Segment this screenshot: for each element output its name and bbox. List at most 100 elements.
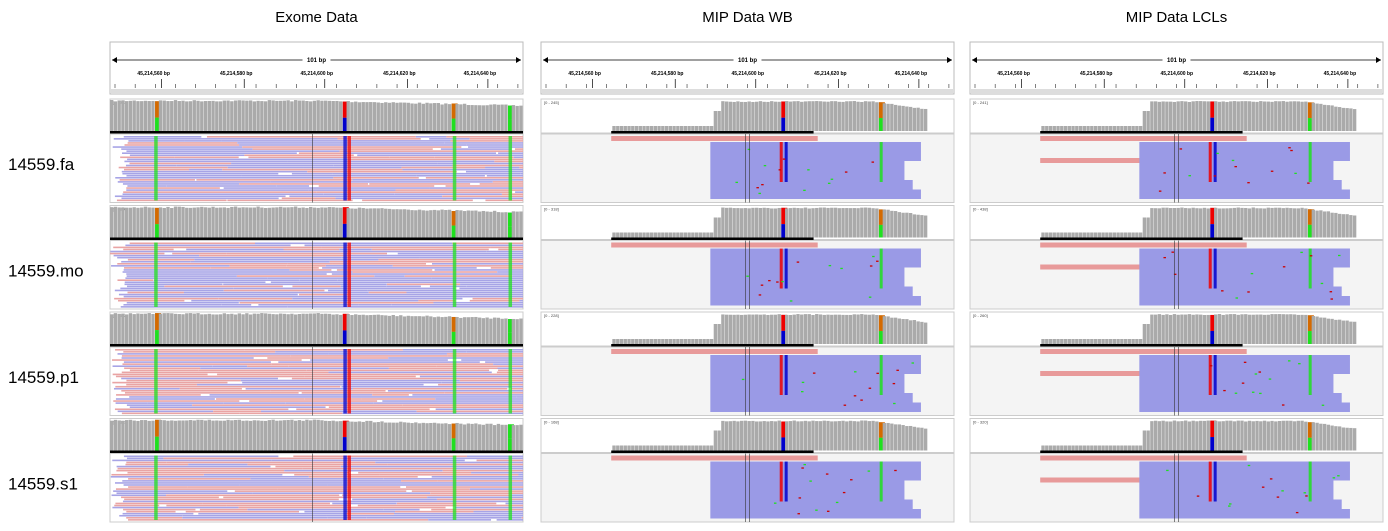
coverage-bar bbox=[619, 232, 624, 238]
coverage-bar bbox=[185, 313, 189, 344]
read bbox=[327, 484, 523, 486]
coverage-bar bbox=[905, 319, 909, 344]
mismatch bbox=[741, 378, 745, 381]
coverage-bar bbox=[1127, 339, 1132, 344]
read bbox=[276, 185, 310, 187]
read bbox=[112, 359, 302, 361]
coverage-bar bbox=[837, 208, 841, 238]
coverage-bar bbox=[200, 419, 204, 451]
coverage-bar bbox=[811, 101, 815, 131]
read bbox=[345, 152, 497, 154]
coverage-bar bbox=[1274, 101, 1278, 131]
coverage-bar bbox=[267, 100, 272, 131]
read bbox=[477, 377, 523, 380]
coverage-bar bbox=[361, 314, 365, 344]
read bbox=[416, 410, 523, 413]
coverage-bar bbox=[638, 445, 642, 451]
panel-title: MIP Data LCLs bbox=[1126, 9, 1227, 26]
coverage-bar bbox=[376, 208, 380, 238]
coverage-bar bbox=[500, 424, 504, 451]
coverage-bar bbox=[196, 100, 200, 131]
coverage-bar bbox=[1330, 105, 1334, 131]
variant-column bbox=[154, 455, 158, 520]
coverage-bar bbox=[1292, 208, 1297, 238]
coverage-bar bbox=[908, 425, 913, 451]
pink-read bbox=[611, 349, 818, 354]
coverage-bar bbox=[361, 421, 365, 451]
coverage-bar bbox=[440, 423, 444, 451]
coverage-bar bbox=[1285, 101, 1289, 131]
coverage-bar bbox=[912, 426, 917, 451]
coverage-bar bbox=[721, 207, 725, 238]
coverage-bar bbox=[882, 422, 887, 451]
coverage-bar bbox=[616, 445, 620, 451]
read bbox=[440, 148, 512, 150]
coverage-bar bbox=[785, 314, 789, 344]
coverage-bar bbox=[293, 100, 298, 131]
pink-read bbox=[1040, 242, 1247, 248]
coverage-bar bbox=[1071, 445, 1075, 451]
read bbox=[115, 375, 305, 378]
variant-column bbox=[1213, 142, 1217, 182]
coverage-bar bbox=[387, 102, 392, 131]
variant-bottom bbox=[1307, 331, 1314, 344]
read bbox=[415, 136, 447, 138]
coverage-bar bbox=[1315, 316, 1319, 344]
read bbox=[122, 512, 194, 515]
mismatch bbox=[826, 510, 830, 512]
sample-track: [0 - 260] bbox=[969, 311, 1384, 416]
coverage-bar bbox=[384, 102, 388, 131]
coverage-bar bbox=[399, 209, 403, 238]
coverage-bar bbox=[339, 421, 343, 451]
mismatch bbox=[815, 509, 818, 511]
coverage-bar bbox=[1270, 420, 1274, 451]
coverage-bar bbox=[406, 422, 410, 451]
coverage-bar bbox=[188, 101, 193, 131]
coverage-bar bbox=[1225, 314, 1229, 344]
read bbox=[411, 490, 523, 492]
variant-column bbox=[779, 142, 783, 182]
coverage-bar bbox=[301, 313, 305, 344]
variant-column bbox=[508, 349, 513, 414]
coverage-bar bbox=[796, 421, 800, 451]
coverage-bar bbox=[399, 102, 403, 131]
coverage-bar bbox=[1082, 445, 1086, 451]
coverage-bar bbox=[166, 206, 170, 238]
coverage-bar bbox=[860, 420, 864, 451]
coverage-bar bbox=[125, 420, 129, 451]
coverage-bar bbox=[173, 100, 178, 131]
coverage-bar bbox=[282, 207, 287, 238]
coverage-bar bbox=[256, 100, 260, 131]
coverage-bar bbox=[732, 208, 736, 238]
coverage-bar bbox=[346, 314, 350, 344]
coverage-bar bbox=[1199, 208, 1203, 238]
mismatch bbox=[778, 169, 782, 171]
coverage-bar bbox=[1180, 314, 1184, 344]
variant-column bbox=[1208, 461, 1212, 502]
coverage-bar bbox=[1330, 212, 1334, 238]
coverage-bar bbox=[369, 102, 373, 131]
coverage-bar bbox=[1157, 208, 1162, 238]
coverage-bar bbox=[863, 207, 868, 238]
coverage-bar bbox=[830, 207, 834, 238]
read bbox=[438, 383, 523, 386]
coverage-bar bbox=[728, 314, 733, 344]
read bbox=[372, 392, 445, 394]
read bbox=[153, 279, 300, 281]
coverage-bar bbox=[1217, 208, 1222, 238]
coverage-bar bbox=[237, 207, 242, 238]
coverage-bar bbox=[1300, 207, 1304, 238]
read bbox=[340, 285, 387, 288]
coverage-bar bbox=[496, 317, 501, 344]
coverage-bar bbox=[751, 207, 755, 238]
coverage-bar bbox=[1112, 445, 1117, 451]
mismatch bbox=[1213, 175, 1217, 177]
read bbox=[513, 156, 523, 159]
coverage-bar bbox=[1191, 101, 1195, 131]
coverage-bar bbox=[233, 419, 238, 451]
coverage-bar bbox=[110, 100, 114, 131]
coverage-bar bbox=[1116, 445, 1120, 451]
variant-top bbox=[1307, 209, 1314, 225]
coverage-bar bbox=[657, 445, 661, 451]
coverage-bar bbox=[117, 207, 121, 238]
